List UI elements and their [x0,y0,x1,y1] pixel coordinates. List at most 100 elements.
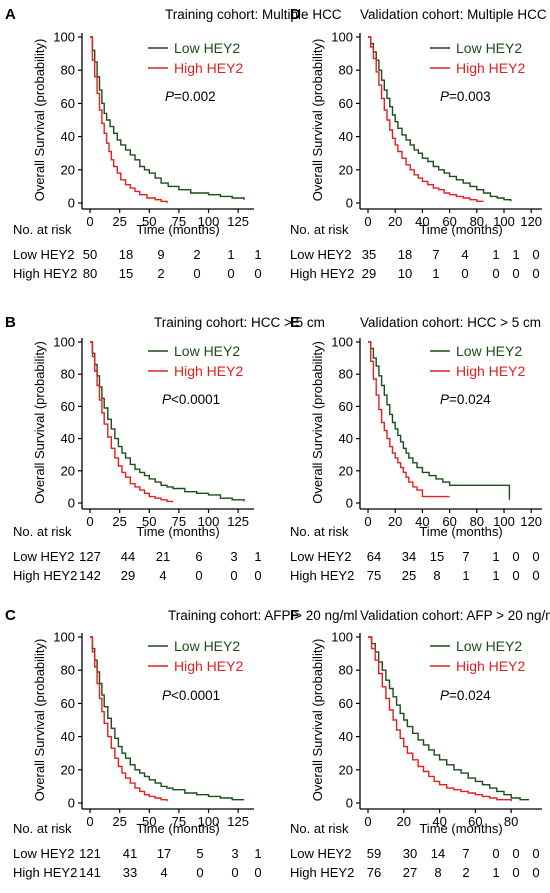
y-tick-label: 20 [61,463,75,478]
y-tick-label: 100 [331,30,353,45]
risk-count: 3 [231,846,238,861]
risk-count: 64 [367,549,381,564]
y-axis-label: Overall Survival (probability) [310,639,325,802]
low-hey2-curve [90,341,245,502]
risk-count: 0 [461,266,468,281]
risk-count: 1 [492,247,499,262]
risk-count: 127 [79,549,101,564]
risk-count: 8 [434,865,441,880]
y-tick-label: 60 [61,96,75,111]
panel-title: Validation cohort: Multiple HCC [360,7,547,22]
risk-count: 0 [492,266,499,281]
risk-row-label: Low HEY2 [13,549,74,564]
risk-count: 44 [121,549,135,564]
x-tick-label: 0 [86,214,93,229]
high-hey2-curve [368,36,484,202]
risk-count: 0 [193,266,200,281]
risk-count: 1 [227,247,234,262]
x-tick-label: 80 [470,514,484,529]
risk-table-header: No. at risk [290,821,349,836]
risk-count: 0 [512,846,519,861]
panel-c: C Training cohort: AFP > 20 ng/ml02040608… [5,607,357,880]
panel-f: F Validation cohort: AFP > 20 ng/ml020406… [290,607,550,880]
x-tick-label: 0 [86,514,93,529]
risk-count: 0 [532,846,539,861]
x-tick-label: 20 [388,214,402,229]
risk-count: 1 [462,568,469,583]
y-axis-label: Overall Survival (probability) [32,639,47,802]
risk-count: 141 [79,865,101,880]
x-tick-label: 25 [112,214,126,229]
x-tick-label: 100 [198,814,220,829]
x-tick-label: 125 [227,214,249,229]
legend-label: Low HEY2 [174,40,240,56]
x-tick-label: 50 [142,514,156,529]
risk-count: 0 [227,266,234,281]
risk-count: 0 [254,266,261,281]
panel-d: D Validation cohort: Multiple HCC02040608… [290,6,547,281]
risk-count: 2 [157,266,164,281]
risk-count: 142 [79,568,101,583]
legend-label: High HEY2 [456,60,525,76]
risk-count: 0 [512,266,519,281]
panel-title: Validation cohort: AFP > 20 ng/ml [360,608,550,623]
panel-title: Validation cohort: HCC > 5 cm [360,315,541,330]
risk-count: 0 [512,568,519,583]
x-tick-label: 0 [364,814,371,829]
x-tick-label: 60 [442,514,456,529]
x-tick-label: 80 [504,814,518,829]
y-tick-label: 40 [339,729,353,744]
risk-count: 0 [492,846,499,861]
high-hey2-curve [368,636,512,802]
risk-count: 35 [362,247,376,262]
p-symbol: P [162,688,171,703]
x-tick-label: 100 [493,214,515,229]
risk-count: 15 [119,266,133,281]
risk-row-label: Low HEY2 [13,247,74,262]
risk-count: 1 [512,247,519,262]
risk-count: 1 [254,247,261,262]
risk-table-header: No. at risk [13,821,72,836]
x-tick-label: 125 [227,514,249,529]
x-tick-label: 40 [415,514,429,529]
p-value-number: =0.003 [449,89,491,104]
risk-table-header: No. at risk [13,524,72,539]
risk-count: 7 [432,247,439,262]
risk-count: 80 [83,266,97,281]
y-axis-label: Overall Survival (probability) [310,341,325,504]
legend-label: High HEY2 [174,363,243,379]
p-symbol: P [440,688,449,703]
y-tick-label: 100 [53,630,75,645]
risk-count: 1 [492,865,499,880]
x-tick-label: 50 [142,814,156,829]
risk-count: 1 [254,846,261,861]
x-axis-label: Time (months) [419,524,502,539]
y-tick-label: 20 [61,162,75,177]
x-tick-label: 0 [364,214,371,229]
x-tick-label: 25 [112,514,126,529]
risk-count: 4 [461,247,468,262]
legend-label: Low HEY2 [456,638,522,654]
y-tick-label: 0 [346,496,353,511]
y-tick-label: 80 [61,63,75,78]
y-tick-label: 20 [339,762,353,777]
y-tick-label: 100 [331,630,353,645]
y-tick-label: 0 [346,196,353,211]
legend-label: Low HEY2 [174,638,240,654]
y-tick-label: 0 [346,796,353,811]
low-hey2-curve [90,36,245,200]
x-tick-label: 125 [227,814,249,829]
risk-count: 17 [157,846,171,861]
p-value: P=0.002 [165,89,216,104]
legend-label: Low HEY2 [456,343,522,359]
risk-row-label: High HEY2 [13,266,77,281]
risk-count: 1 [254,549,261,564]
panel-title: Training cohort: AFP > 20 ng/ml [168,608,357,623]
y-tick-label: 0 [68,496,75,511]
low-hey2-curve [368,341,511,500]
risk-count: 14 [431,846,445,861]
y-tick-label: 100 [53,30,75,45]
y-tick-label: 0 [68,796,75,811]
y-tick-label: 40 [339,431,353,446]
x-tick-label: 75 [172,814,186,829]
